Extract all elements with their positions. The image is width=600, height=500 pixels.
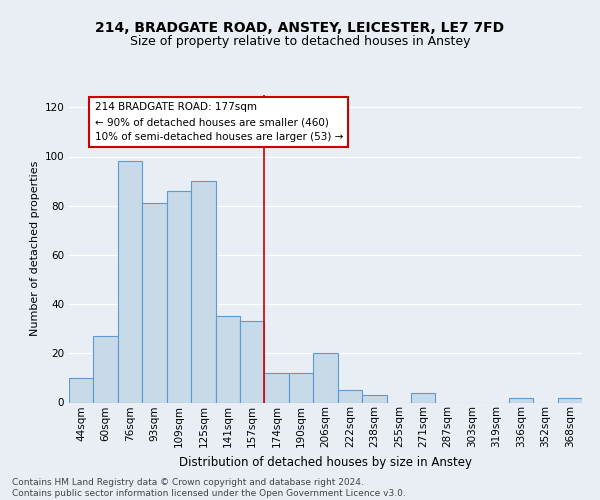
Y-axis label: Number of detached properties: Number of detached properties <box>30 161 40 336</box>
Text: Contains HM Land Registry data © Crown copyright and database right 2024.
Contai: Contains HM Land Registry data © Crown c… <box>12 478 406 498</box>
Bar <box>69 378 94 402</box>
Bar <box>142 203 167 402</box>
Bar <box>411 392 436 402</box>
Bar <box>289 373 313 402</box>
Bar <box>215 316 240 402</box>
Text: 214 BRADGATE ROAD: 177sqm
← 90% of detached houses are smaller (460)
10% of semi: 214 BRADGATE ROAD: 177sqm ← 90% of detac… <box>95 102 343 142</box>
X-axis label: Distribution of detached houses by size in Anstey: Distribution of detached houses by size … <box>179 456 472 468</box>
Bar <box>191 181 215 402</box>
Bar <box>362 395 386 402</box>
Bar <box>557 398 582 402</box>
Bar <box>338 390 362 402</box>
Bar <box>240 322 265 402</box>
Bar <box>313 354 338 403</box>
Text: 214, BRADGATE ROAD, ANSTEY, LEICESTER, LE7 7FD: 214, BRADGATE ROAD, ANSTEY, LEICESTER, L… <box>95 20 505 34</box>
Bar <box>265 373 289 402</box>
Bar <box>118 162 142 402</box>
Bar <box>94 336 118 402</box>
Text: Size of property relative to detached houses in Anstey: Size of property relative to detached ho… <box>130 34 470 48</box>
Bar <box>509 398 533 402</box>
Bar <box>167 191 191 402</box>
